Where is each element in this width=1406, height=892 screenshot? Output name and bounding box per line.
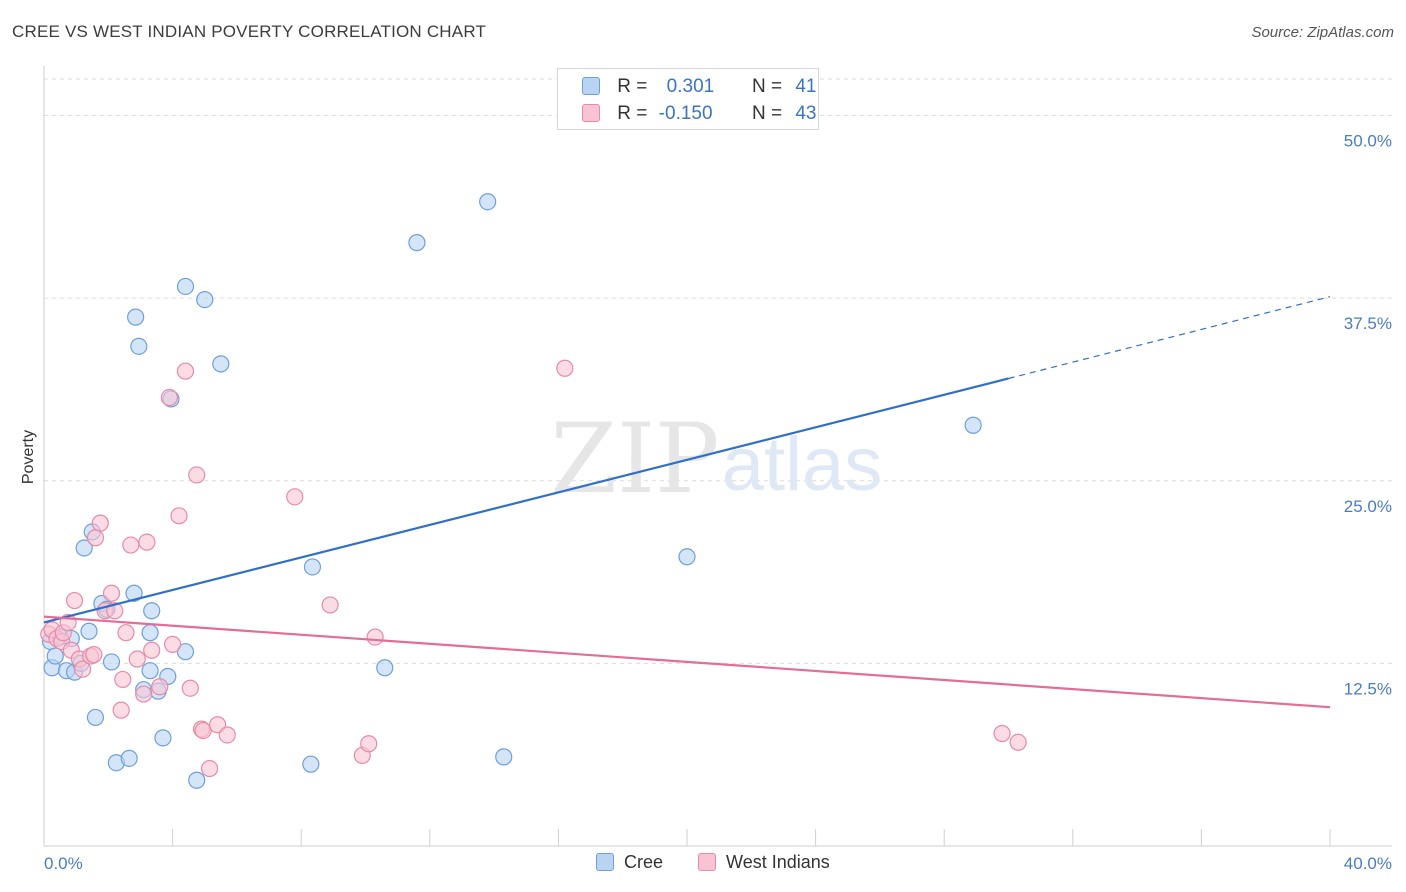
- west-indians-point: [135, 685, 153, 703]
- west-indians-point: [160, 388, 178, 407]
- west-indians-point: [993, 724, 1011, 743]
- west-indians-point: [360, 735, 378, 753]
- west-indians-point: [170, 507, 188, 525]
- cree-r-value: 0.301: [666, 76, 715, 97]
- cree-point: [86, 708, 105, 727]
- cree-legend-label: Cree: [624, 852, 664, 872]
- correlation-legend: R = 0.301 N = 41 R = -0.150 N = 43: [557, 68, 819, 130]
- cree-point: [143, 602, 161, 620]
- source-credit: Source: ZipAtlas.com: [1251, 24, 1394, 41]
- west-indians-point: [112, 701, 130, 719]
- west-indians-point: [86, 529, 105, 547]
- west-indians-point: [194, 721, 212, 740]
- cree-swatch: [582, 77, 600, 95]
- west-indians-trend-line: [43, 615, 1331, 709]
- cree-trend-extension: [1008, 296, 1331, 380]
- west-indians-legend-label: West Indians: [726, 852, 830, 872]
- cree-point: [125, 584, 143, 602]
- west-indians-legend-swatch: [698, 853, 717, 871]
- west-indians-point: [106, 602, 124, 620]
- legend-item-cree: Cree: [596, 852, 663, 873]
- west-indians-point: [188, 466, 206, 484]
- cree-point: [376, 659, 394, 677]
- west-indians-point: [218, 726, 236, 744]
- series-legend: Cree West Indians: [596, 852, 860, 873]
- cree-point: [127, 308, 145, 326]
- west-indians-point: [181, 679, 199, 697]
- y-tick-label: 12.5%: [1344, 679, 1392, 698]
- west-indians-swatch: [582, 104, 600, 122]
- x-tick-label: 0.0%: [44, 854, 83, 873]
- chart-title: CREE VS WEST INDIAN POVERTY CORRELATION …: [12, 22, 487, 41]
- west-indians-point: [321, 596, 339, 614]
- cree-point: [479, 193, 497, 211]
- cree-point: [176, 643, 195, 661]
- cree-point: [302, 755, 320, 773]
- legend-row-cree: R = 0.301 N = 41: [582, 76, 816, 100]
- cree-point: [75, 539, 93, 557]
- west-indians-point: [73, 660, 92, 678]
- y-axis-label: Poverty: [20, 430, 37, 484]
- y-tick-label: 50.0%: [1344, 132, 1392, 151]
- west-indians-point: [176, 362, 195, 380]
- west-indians-point: [200, 759, 219, 778]
- west-indians-point: [164, 635, 182, 653]
- cree-point: [130, 337, 148, 355]
- west-indians-point: [286, 488, 304, 506]
- west-indians-n-label: N =: [751, 103, 783, 124]
- cree-n-value: 41: [795, 76, 817, 97]
- cree-point: [678, 548, 696, 566]
- x-tick-label: 40.0%: [1344, 854, 1392, 873]
- cree-point: [141, 662, 159, 680]
- cree-point: [102, 653, 121, 671]
- west-indians-point: [122, 536, 140, 554]
- west-indians-point: [117, 624, 135, 642]
- legend-item-west-indians: West Indians: [698, 852, 830, 873]
- cree-point: [176, 277, 195, 296]
- cree-r-label: R =: [617, 76, 648, 97]
- cree-point: [408, 234, 426, 252]
- west-indians-point: [138, 533, 156, 551]
- west-indians-point: [1009, 733, 1027, 751]
- legend-row-west-indians: R = -0.150 N = 43: [582, 103, 816, 127]
- cree-n-label: N =: [751, 76, 783, 97]
- cree-point: [120, 749, 138, 767]
- west-indians-r-label: R =: [617, 103, 648, 124]
- cree-point: [80, 622, 98, 640]
- west-indians-point: [556, 359, 574, 377]
- cree-point: [196, 291, 214, 309]
- cree-legend-swatch: [596, 853, 614, 871]
- west-indians-r-value: -0.150: [658, 103, 713, 124]
- west-indians-point: [85, 646, 103, 664]
- west-indians-point: [143, 641, 161, 659]
- west-indians-point: [114, 670, 132, 689]
- cree-point: [495, 748, 513, 766]
- west-indians-point: [366, 628, 384, 646]
- cree-point: [141, 624, 159, 642]
- cree-point: [154, 729, 172, 747]
- west-indians-point: [102, 584, 121, 602]
- cree-trend-line: [43, 377, 1009, 624]
- west-indians-point: [151, 678, 169, 696]
- cree-point: [46, 647, 64, 665]
- y-tick-label: 25.0%: [1344, 497, 1392, 516]
- west-indians-n-value: 43: [795, 103, 817, 124]
- west-indians-point: [65, 591, 84, 610]
- cree-point: [964, 416, 982, 434]
- cree-point: [303, 558, 322, 576]
- cree-point: [188, 771, 206, 789]
- y-tick-label: 37.5%: [1344, 314, 1392, 333]
- watermark-atlas: atlas: [722, 422, 883, 507]
- west-indians-point: [91, 514, 109, 532]
- west-indians-point: [128, 650, 146, 668]
- cree-point: [212, 355, 230, 373]
